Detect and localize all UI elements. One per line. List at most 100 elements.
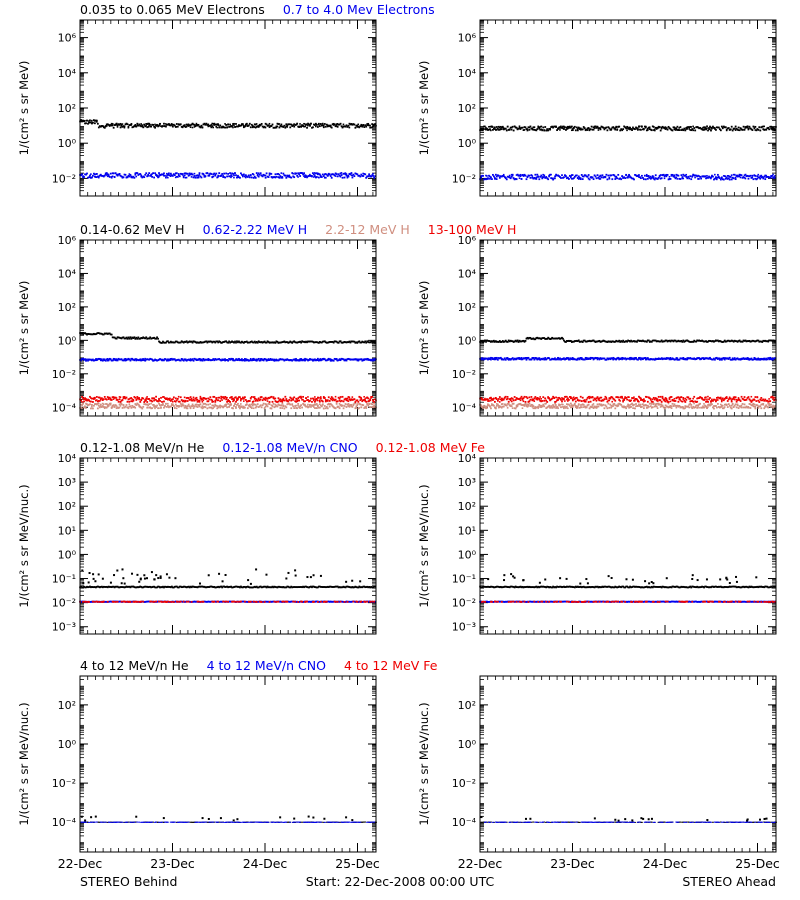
data-point (232, 172, 234, 175)
data-point (236, 340, 238, 343)
data-point (142, 126, 145, 129)
data-point (212, 407, 215, 409)
data-point (494, 358, 497, 361)
data-point (367, 175, 370, 178)
data-point (602, 339, 605, 342)
data-point (99, 358, 102, 361)
data-point (495, 178, 498, 180)
data-point (496, 340, 499, 343)
data-point (202, 403, 205, 405)
data-point (289, 123, 291, 126)
data-point (368, 124, 371, 127)
data-point (157, 174, 159, 177)
data-point (350, 398, 353, 401)
data-point (661, 174, 664, 177)
data-point (144, 403, 147, 406)
data-point (352, 123, 355, 125)
data-point (131, 358, 134, 361)
data-point (125, 404, 128, 406)
data-point (227, 123, 229, 126)
data-point (257, 172, 260, 175)
data-point (585, 175, 588, 178)
data-point (194, 397, 197, 400)
data-point (135, 125, 138, 128)
data-point (352, 340, 355, 343)
data-point (264, 358, 267, 361)
data-point (217, 124, 220, 126)
data-point (737, 340, 740, 342)
data-point (134, 337, 137, 340)
data-point (645, 173, 648, 176)
data-point (617, 173, 620, 176)
data-point (753, 174, 756, 177)
data-point (85, 402, 87, 405)
data-point (584, 358, 587, 360)
data-point (240, 399, 242, 402)
data-point (326, 124, 329, 127)
data-point (100, 406, 103, 408)
data-point (136, 358, 139, 361)
data-point (646, 175, 649, 177)
data-point (374, 357, 376, 360)
data-point (628, 128, 630, 130)
data-point (264, 122, 267, 125)
data-point (324, 176, 327, 179)
data-point (670, 339, 673, 342)
data-point (215, 123, 218, 126)
data-point (252, 396, 255, 399)
data-point (141, 397, 144, 400)
data-point (266, 400, 269, 402)
data-point (307, 359, 309, 362)
data-point (710, 126, 712, 129)
data-point (131, 176, 134, 179)
data-point (558, 126, 560, 129)
data-point (90, 176, 92, 179)
data-point (666, 128, 669, 131)
data-point (157, 407, 159, 410)
data-point (177, 341, 180, 344)
data-point (121, 125, 124, 128)
data-point (106, 333, 109, 335)
data-point (251, 358, 254, 361)
data-point (593, 127, 596, 129)
data-point (259, 396, 262, 399)
data-point (525, 337, 528, 340)
data-point (308, 340, 310, 343)
data-point (651, 125, 654, 128)
data-point (568, 358, 570, 361)
data-point (509, 126, 512, 129)
data-point (681, 177, 684, 180)
data-point (112, 398, 115, 400)
data-point (124, 405, 127, 408)
data-point (219, 406, 222, 409)
data-point (261, 175, 264, 178)
data-point (196, 176, 199, 179)
data-point (163, 122, 165, 125)
data-point (538, 337, 541, 340)
data-point (145, 123, 148, 125)
data-point (597, 176, 600, 179)
data-point (192, 123, 195, 126)
data-point (236, 125, 238, 128)
data-point (332, 173, 335, 176)
data-point (482, 341, 484, 343)
data-point (708, 175, 710, 178)
data-point (215, 404, 218, 407)
data-point (250, 340, 253, 343)
data-point (281, 125, 284, 128)
data-point (536, 336, 539, 339)
data-point (674, 127, 677, 130)
data-point (188, 174, 191, 176)
data-point (297, 359, 300, 362)
data-point (137, 403, 140, 406)
data-point (535, 357, 538, 360)
data-point (714, 340, 716, 343)
data-point (620, 128, 623, 131)
data-point (129, 124, 132, 126)
data-point (340, 399, 343, 402)
data-point (116, 174, 119, 177)
data-point (169, 399, 172, 402)
data-point (659, 129, 662, 132)
data-point (721, 341, 724, 343)
data-point (663, 177, 666, 180)
